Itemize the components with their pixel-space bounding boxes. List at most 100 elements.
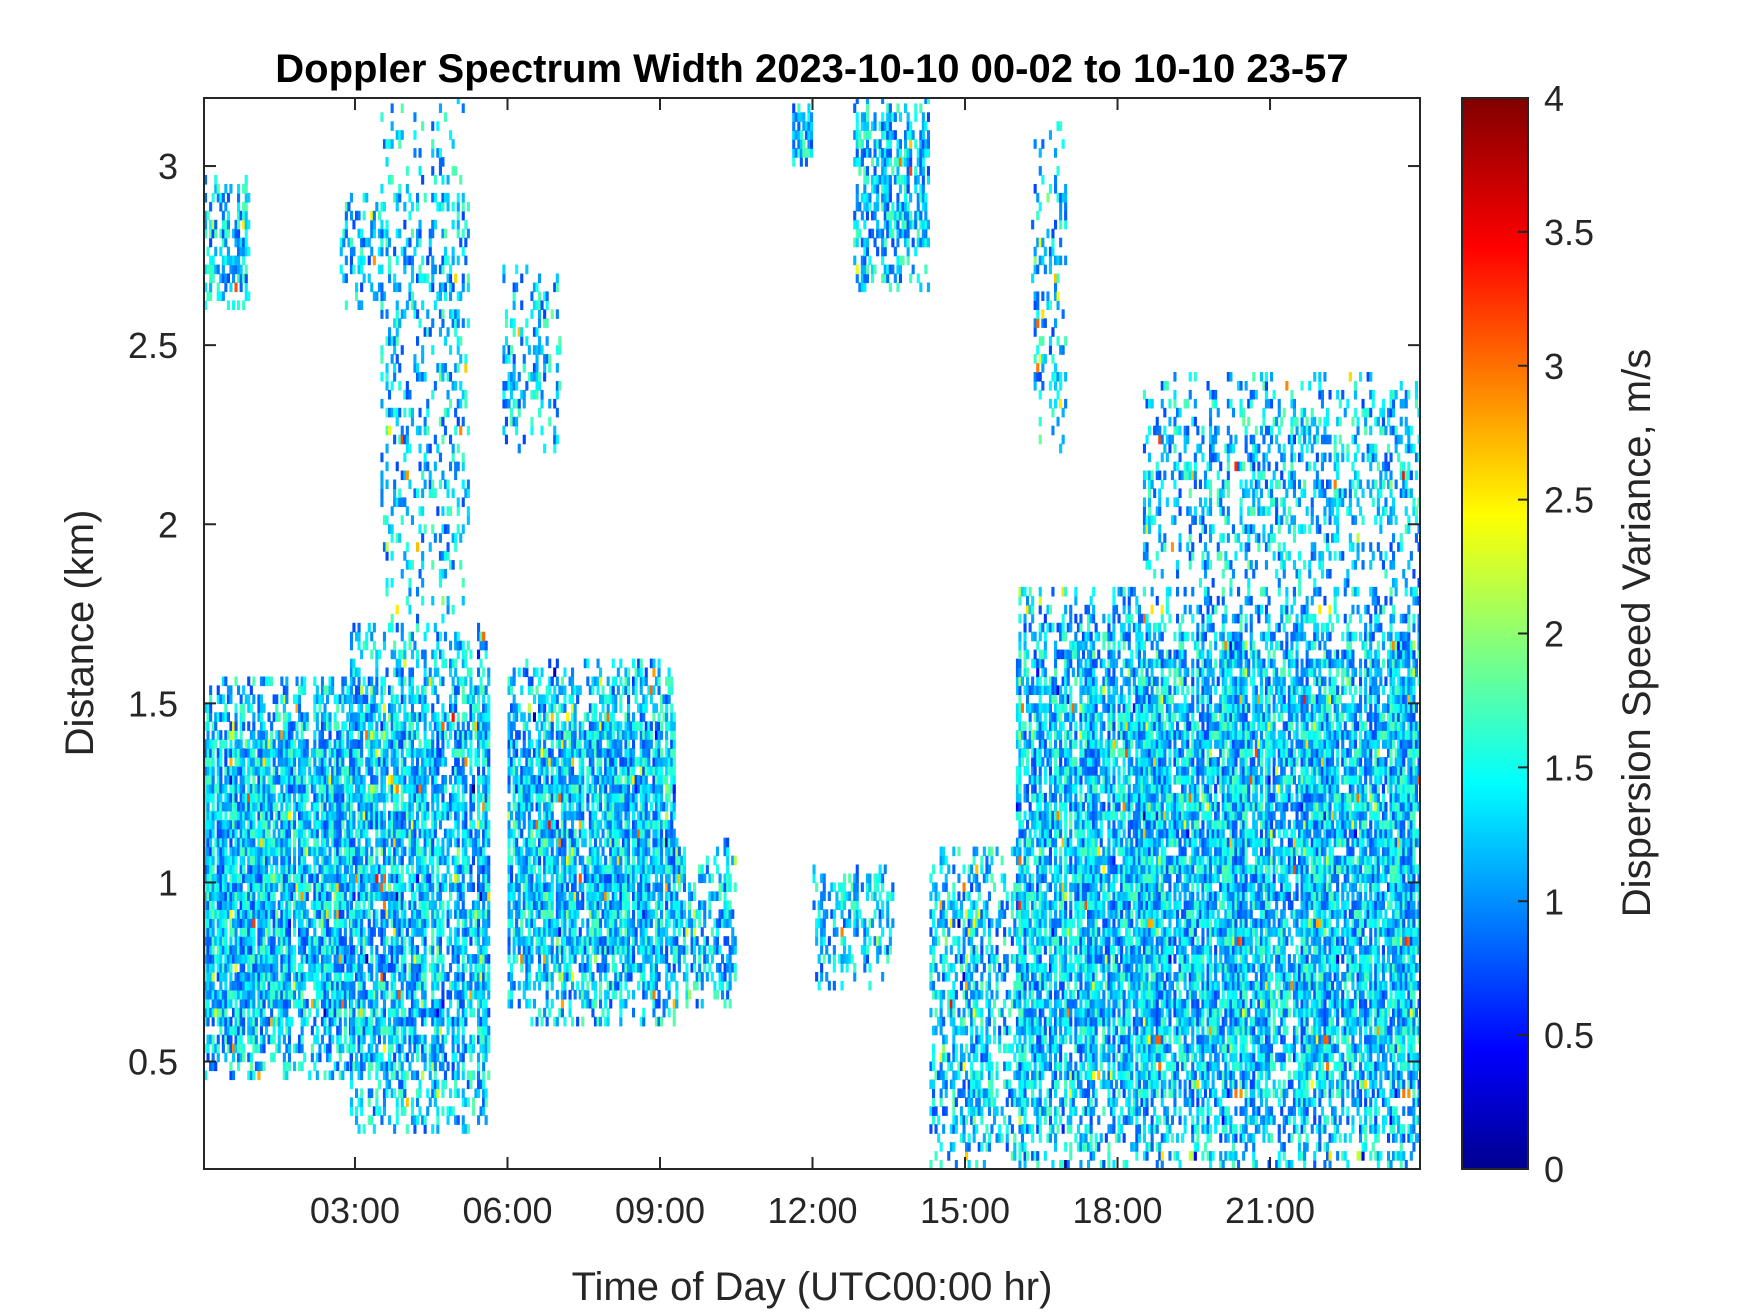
heatmap-cell (267, 739, 271, 749)
heatmap-cell (370, 766, 374, 776)
heatmap-cell (234, 873, 238, 884)
heatmap-cell (219, 828, 223, 839)
heatmap-cell (375, 819, 379, 830)
heatmap-cell (390, 972, 394, 982)
heatmap-cell (568, 989, 572, 1000)
heatmap-cell (336, 989, 340, 1000)
heatmap-cell (545, 989, 549, 1000)
heatmap-cell (380, 909, 384, 919)
heatmap-cell (352, 667, 356, 678)
heatmap-cell (211, 783, 215, 794)
heatmap-cell (540, 757, 544, 767)
heatmap-cell (224, 1007, 228, 1018)
heatmap-cell (262, 757, 266, 767)
heatmap-cell (282, 873, 286, 884)
heatmap-cell (370, 775, 374, 785)
heatmap-cell (431, 945, 435, 955)
heatmap-cell (530, 783, 534, 794)
heatmap-cell (262, 766, 266, 776)
heatmap-cell (257, 1061, 261, 1072)
heatmap-cell (242, 819, 246, 830)
heatmap-cell (461, 578, 465, 588)
heatmap-cell (566, 972, 570, 982)
heatmap-cell (517, 846, 521, 857)
heatmap-cell (438, 416, 442, 427)
heatmap-cell (466, 228, 470, 239)
heatmap-cell (484, 721, 488, 731)
heatmap-cell (443, 1079, 447, 1090)
heatmap-cell (441, 757, 445, 767)
heatmap-cell (221, 1016, 225, 1027)
heatmap-cell (237, 766, 241, 776)
heatmap-cell (270, 748, 274, 758)
heatmap-cell (285, 810, 289, 821)
heatmap-cell (423, 1124, 427, 1134)
heatmap-cell (433, 900, 437, 910)
heatmap-cell (282, 927, 286, 937)
heatmap-cell (209, 864, 213, 875)
heatmap-cell (280, 694, 284, 704)
heatmap-cell (563, 900, 567, 910)
heatmap-cell (277, 927, 281, 937)
heatmap-cell (410, 891, 414, 901)
heatmap-cell (214, 810, 218, 821)
heatmap-cell (380, 452, 384, 463)
heatmap-cell (563, 810, 567, 821)
heatmap-cell (535, 801, 539, 812)
heatmap-cell (405, 801, 409, 812)
heatmap-cell (265, 783, 269, 794)
heatmap-cell (282, 980, 286, 991)
heatmap-cell (482, 775, 486, 785)
heatmap-cell (326, 1043, 330, 1054)
heatmap-cell (431, 873, 435, 884)
heatmap-cell (280, 775, 284, 785)
heatmap-cell (277, 739, 281, 749)
heatmap-cell (206, 980, 210, 991)
heatmap-cell (393, 479, 397, 490)
heatmap-cell (390, 837, 394, 848)
heatmap-cell (416, 1043, 420, 1054)
heatmap-cell (563, 775, 567, 785)
heatmap-cell (336, 1007, 340, 1018)
heatmap-cell (423, 416, 427, 427)
heatmap-cell (305, 837, 309, 848)
heatmap-cell (393, 1034, 397, 1045)
heatmap-cell (395, 1097, 399, 1107)
heatmap-cell (479, 846, 483, 857)
heatmap-cell (211, 873, 215, 884)
heatmap-cell (431, 963, 435, 973)
heatmap-cell (568, 963, 572, 973)
heatmap-cell (426, 1106, 430, 1116)
heatmap-cell (428, 900, 432, 910)
heatmap-cell (553, 918, 557, 928)
heatmap-cell (454, 166, 458, 176)
heatmap-cell (290, 1016, 294, 1027)
heatmap-cell (259, 748, 263, 758)
heatmap-cell (482, 801, 486, 812)
heatmap-cell (204, 927, 208, 937)
heatmap-cell (456, 954, 460, 964)
heatmap-cell (300, 712, 304, 722)
heatmap-cell (357, 998, 361, 1009)
heatmap-cell (416, 192, 420, 203)
heatmap-cell (418, 524, 422, 534)
heatmap-cell (388, 1007, 392, 1018)
heatmap-cell (360, 1043, 364, 1054)
heatmap-cell (558, 972, 562, 982)
heatmap-cell (421, 1007, 425, 1018)
heatmap-cell (285, 775, 289, 785)
heatmap-cell (553, 954, 557, 964)
heatmap-cell (520, 828, 524, 839)
heatmap-cell (343, 864, 347, 875)
heatmap-cell (393, 1124, 397, 1134)
heatmap-cell (441, 792, 445, 803)
heatmap-cell (428, 327, 432, 337)
heatmap-cell (436, 980, 440, 991)
heatmap-cell (280, 766, 284, 776)
heatmap-cell (323, 945, 327, 955)
heatmap-cell (517, 882, 521, 892)
heatmap-cell (270, 909, 274, 919)
heatmap-cell (204, 1016, 208, 1027)
heatmap-cell (293, 828, 297, 839)
heatmap-cell (487, 828, 491, 839)
